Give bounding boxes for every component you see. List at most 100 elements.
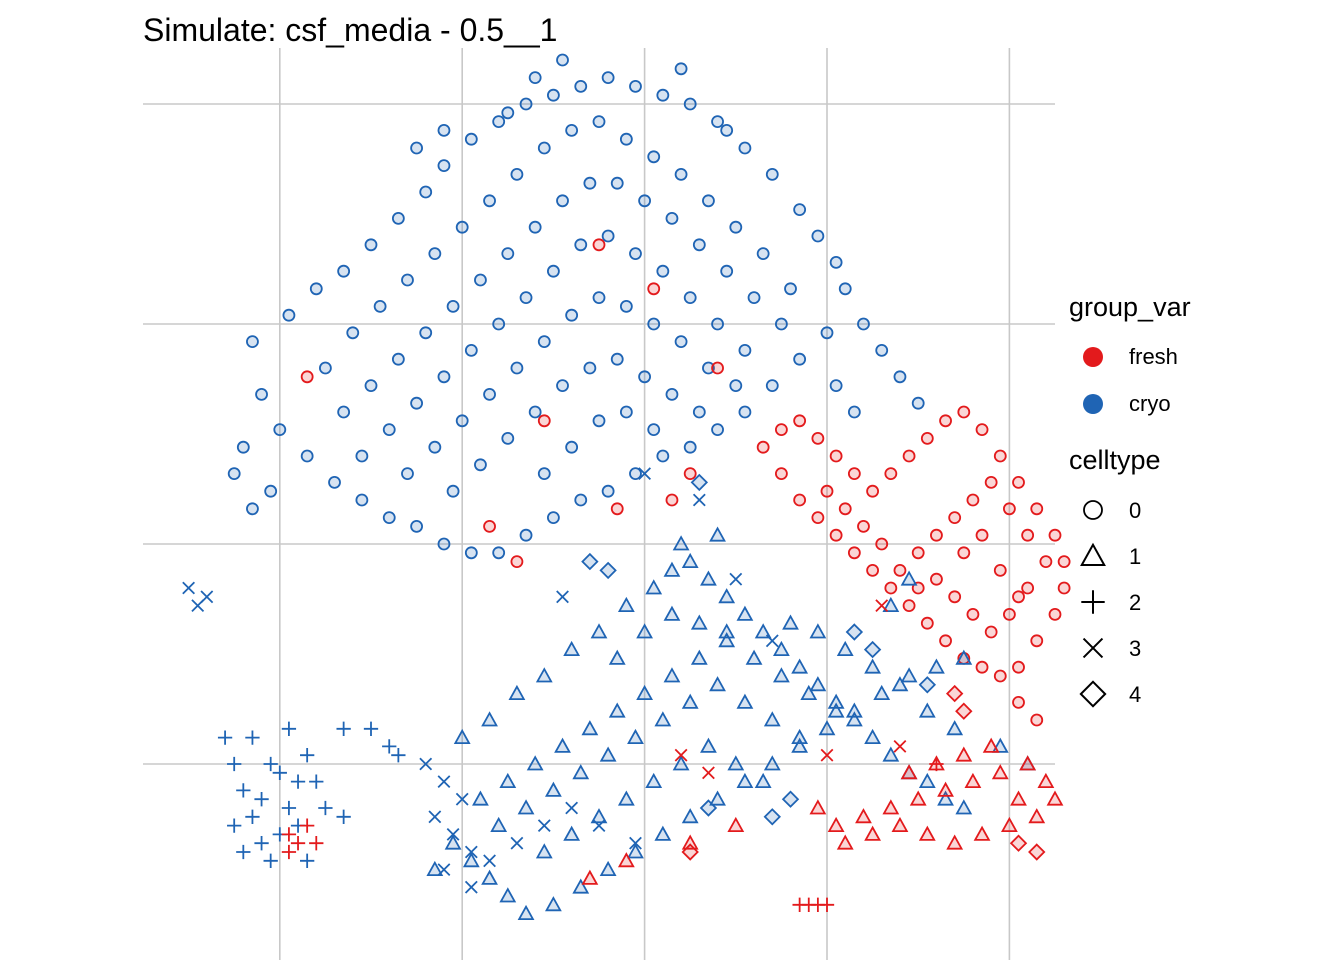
- point-fresh-type0-23: [975, 423, 989, 437]
- legend-title-group-var: group_var: [1069, 292, 1191, 322]
- point-fresh-type0-16-ring: [1048, 608, 1062, 621]
- point-fresh-type0-13-ring: [993, 669, 1007, 683]
- point-cryo-type0-58: [674, 167, 688, 181]
- point-fresh-type0-7: [884, 581, 898, 595]
- legend-label-celltype-3: 3: [1129, 636, 1141, 661]
- point-fresh-type2-1: [290, 836, 306, 851]
- point-cryo-type0-132-ring: [674, 62, 688, 76]
- point-cryo-type0-106-ring: [702, 361, 715, 375]
- point-cryo-type1-94: [900, 570, 918, 586]
- point-cryo-type0-101: [565, 308, 579, 322]
- point-fresh-type0-66-ring: [610, 502, 624, 516]
- point-cryo-type1-45: [955, 649, 973, 665]
- point-cryo-type0-134: [838, 282, 852, 296]
- point-cryo-type0-131: [556, 53, 569, 67]
- point-fresh-type0-1-ring: [775, 467, 788, 481]
- point-cryo-type1-92: [946, 720, 964, 736]
- point-cryo-type0-62: [784, 282, 797, 296]
- point-fresh-type2-3: [281, 844, 297, 860]
- point-fresh-type0-31-ring: [829, 449, 843, 463]
- point-fresh-type0-36-ring: [930, 528, 943, 542]
- point-cryo-type0-111: [528, 405, 542, 419]
- point-cryo-type1-38: [763, 755, 781, 771]
- point-cryo-type1-7: [645, 579, 663, 595]
- point-cryo-type0-71-ring: [556, 194, 569, 208]
- point-cryo-type0-112: [556, 379, 569, 393]
- point-cryo-type0-82-ring: [410, 396, 424, 410]
- point-cryo-type1-17: [827, 693, 845, 709]
- point-fresh-type0-6: [866, 564, 879, 577]
- point-cryo-type0-13-ring: [601, 71, 615, 84]
- point-cryo-type1-18: [845, 711, 863, 727]
- point-cryo-type4-3: [845, 623, 864, 641]
- point-cryo-type0-39-ring: [683, 440, 697, 454]
- point-cryo-type0-51: [483, 194, 496, 208]
- point-cryo-type1-23: [937, 790, 954, 806]
- point-cryo-type1-48: [526, 755, 544, 771]
- point-cryo-type0-107: [729, 379, 743, 393]
- point-fresh-type1-24: [581, 869, 599, 885]
- point-cryo-type0-62-ring: [784, 282, 797, 296]
- point-cryo-type0-42: [765, 379, 779, 393]
- point-cryo-type2-11: [318, 800, 333, 816]
- point-cryo-type1-69: [736, 693, 754, 709]
- point-cryo-type0-87: [547, 264, 560, 278]
- point-cryo-type1-12: [736, 605, 754, 621]
- point-cryo-type3-6: [428, 810, 442, 824]
- point-cryo-type0-8-ring: [464, 132, 478, 146]
- point-fresh-type1-17: [836, 834, 854, 850]
- point-cryo-type2-24: [336, 809, 351, 824]
- chart-title: Simulate: csf_media - 0.5__1: [143, 12, 557, 48]
- point-cryo-type0-131-ring: [556, 53, 569, 67]
- point-cryo-type1-15: [791, 658, 809, 674]
- point-cryo-type0-63-ring: [337, 405, 351, 419]
- point-cryo-type0-4-ring: [364, 238, 378, 252]
- point-cryo-type0-133-ring: [720, 123, 734, 137]
- point-cryo-type1-51: [608, 702, 626, 718]
- point-cryo-type0-14-ring: [629, 80, 642, 93]
- point-cryo-type0-46: [346, 326, 360, 340]
- point-fresh-type0-5: [847, 546, 861, 560]
- point-fresh-type0-47-ring: [948, 590, 962, 604]
- legend-shape-keys: [1079, 500, 1107, 708]
- point-fresh-type0-3: [811, 511, 825, 524]
- point-cryo-type0-67: [446, 299, 460, 313]
- legend-key-celltype-2: [1081, 590, 1105, 614]
- point-cryo-type0-73-ring: [610, 176, 624, 190]
- point-cryo-type0-114-ring: [610, 352, 624, 366]
- point-fresh-type4-1: [955, 702, 973, 720]
- point-cryo-type0-0-ring: [246, 335, 259, 349]
- point-cryo-type0-95-ring: [401, 467, 414, 481]
- point-fresh-type3-1: [674, 748, 688, 762]
- point-fresh-type2-8: [819, 897, 835, 912]
- point-fresh-type0-5-ring: [847, 546, 861, 560]
- point-cryo-type0-20-ring: [793, 203, 807, 217]
- point-cryo-type1-72: [535, 843, 553, 859]
- point-cryo-type1-0: [453, 728, 471, 744]
- point-cryo-type3-9: [483, 854, 496, 868]
- point-cryo-type0-36-ring: [601, 484, 615, 498]
- point-cryo-type0-47-ring: [373, 299, 387, 313]
- point-cryo-type0-140: [847, 405, 861, 419]
- point-cryo-type0-59: [702, 194, 715, 208]
- point-cryo-type1-54: [690, 649, 708, 665]
- point-fresh-type0-48: [930, 572, 943, 586]
- point-cryo-type0-72: [583, 176, 597, 190]
- point-fresh-type0-33-ring: [793, 414, 807, 428]
- point-cryo-type1-33: [627, 843, 644, 859]
- point-cryo-type0-51-ring: [483, 194, 496, 208]
- point-cryo-type0-64-ring: [364, 379, 378, 393]
- point-cryo-type0-7-ring: [437, 159, 451, 173]
- point-cryo-type0-50: [455, 220, 469, 234]
- point-cryo-type0-8: [464, 132, 478, 146]
- point-cryo-type1-49: [554, 737, 571, 753]
- point-fresh-type0-15-ring: [1030, 634, 1044, 648]
- point-cryo-type1-6: [617, 596, 635, 612]
- point-cryo-type1-39: [791, 737, 809, 753]
- point-fresh-type0-55-ring: [957, 546, 971, 560]
- point-cryo-type0-109-ring: [474, 458, 487, 472]
- point-cryo-type0-18: [738, 141, 752, 155]
- point-cryo-type0-75-ring: [665, 211, 679, 225]
- point-fresh-type0-9: [920, 616, 934, 630]
- point-cryo-type2-19: [227, 818, 242, 833]
